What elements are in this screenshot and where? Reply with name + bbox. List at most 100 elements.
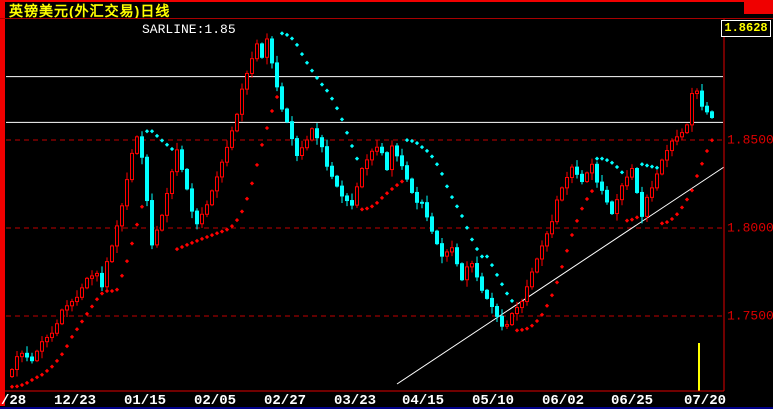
candle-body [615,199,619,215]
sar-dot [194,238,200,243]
sar-dot [504,291,510,296]
sar-dot [704,148,710,154]
candle-body [490,297,494,307]
sar-dot [519,327,525,332]
sar-dot [249,181,255,186]
candle-body [290,121,294,140]
sar-dot [159,138,165,143]
candle-body [430,216,434,232]
sar-dot [84,311,90,317]
sar-dot [234,218,240,223]
sar-dot [594,156,600,161]
candle-body [485,289,489,299]
candle-body [200,213,204,225]
candle-body [250,58,254,74]
sar-dot [29,377,35,383]
sar-dot [364,206,370,211]
candle-body [285,108,289,123]
candle-body [605,189,609,203]
candle-body [175,149,179,173]
sar-dot [539,312,545,317]
candle-body [100,272,104,288]
candle-body [575,166,579,175]
x-axis-label: 02/05 [193,393,237,409]
candle-body [350,200,354,206]
x-axis-label: 12/23 [53,393,97,409]
candle-body [160,214,164,231]
candle-body [360,168,364,188]
candle-body [190,188,194,212]
candle-body [520,301,524,309]
candle-body [35,350,39,362]
candle-body [65,305,69,311]
candle-body [415,191,419,203]
sar-dot [454,204,460,209]
sar-dot [434,162,440,167]
sar-dot [569,232,575,238]
sar-dot [324,88,330,93]
candle-body [670,140,674,152]
sar-dot [394,182,400,188]
sar-dot [459,213,465,219]
sar-dot [114,287,120,292]
sar-dots-layer [9,31,715,389]
candle-body [385,152,389,171]
sar-dot [209,232,215,238]
trendline[interactable] [396,166,725,385]
candle-body [325,146,329,167]
sar-dot [259,142,265,148]
sar-dot [44,368,50,374]
sar-dot [199,236,205,242]
titlebar-control-red[interactable] [744,0,773,14]
candle-body [645,196,649,217]
candle-body [375,146,379,152]
sar-dot [649,164,655,169]
sar-dot [129,241,135,246]
sar-dot [154,133,160,139]
candle-body [595,163,599,183]
sar-dot [534,318,540,324]
x-axis-label: 02/27 [263,393,307,409]
candle-body [570,166,574,178]
sar-dot [694,173,700,179]
sar-dot [309,68,315,73]
candle-body [335,175,339,187]
candle-body [80,287,84,298]
candle-body [135,136,139,154]
candle-body [45,336,49,343]
sar-dot [14,384,20,389]
candle-body [265,38,269,58]
sar-dot [624,218,630,223]
sar-dot [254,162,260,168]
sar-dot [369,204,375,209]
candle-body [240,88,244,115]
candle-body [330,165,334,177]
candle-body [60,309,64,325]
candle-body [225,146,229,163]
candle-body [525,286,529,303]
sar-dot [344,130,350,135]
window-top-border [0,0,773,2]
sar-dot [119,273,125,278]
sar-dot [489,263,495,268]
candle-body [245,72,249,90]
candle-body [210,190,214,206]
sar-dot [109,288,115,294]
x-axis-label: 03/23 [333,393,377,409]
x-axis-label: 04/15 [401,393,445,409]
sar-dot [104,288,110,294]
sar-dot [189,240,195,245]
candle-body [155,229,159,246]
x-axis-label: 07/20 [683,393,727,409]
window-bottom-border [0,407,773,409]
sar-dot [524,326,530,331]
candle-body [530,271,534,288]
candle-body [465,266,469,281]
candle-body [410,178,414,193]
candle-body [220,161,224,178]
candle-body [310,128,314,141]
sar-dot [684,197,690,202]
candle-body [95,272,99,277]
